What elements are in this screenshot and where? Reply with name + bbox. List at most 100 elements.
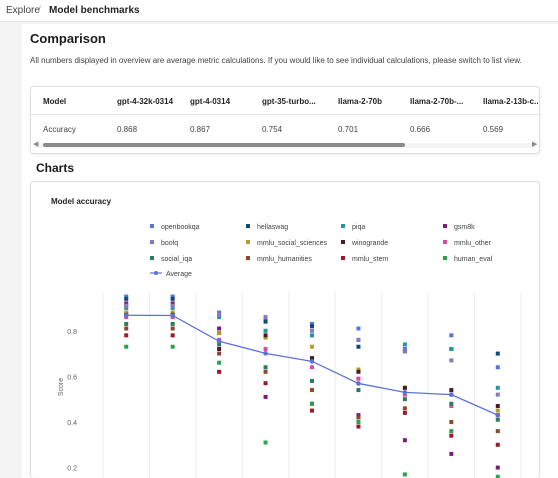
data-point[interactable] <box>170 305 175 310</box>
data-point[interactable] <box>310 365 314 370</box>
data-point[interactable] <box>263 328 268 333</box>
legend-label[interactable]: mmlu_social_sciences <box>257 240 328 247</box>
data-point[interactable] <box>356 369 361 374</box>
data-point[interactable] <box>263 335 268 340</box>
data-point[interactable] <box>217 369 222 374</box>
data-point[interactable] <box>217 326 222 331</box>
data-point[interactable] <box>449 419 454 424</box>
data-point[interactable] <box>402 438 407 443</box>
data-point[interactable] <box>310 378 314 383</box>
data-point[interactable] <box>170 301 175 306</box>
table-header-column[interactable]: llama-2-13b-c... <box>483 97 540 106</box>
data-point[interactable] <box>124 305 129 310</box>
data-point[interactable] <box>449 451 454 456</box>
data-point[interactable] <box>495 408 500 413</box>
data-point[interactable] <box>170 321 175 326</box>
data-point[interactable] <box>124 301 129 306</box>
data-point[interactable] <box>170 344 175 349</box>
data-point[interactable] <box>495 385 500 390</box>
data-point[interactable] <box>356 415 361 420</box>
data-point[interactable] <box>402 385 407 390</box>
data-point[interactable] <box>356 419 361 424</box>
data-point[interactable] <box>449 388 454 393</box>
data-point[interactable] <box>310 356 314 361</box>
data-point[interactable] <box>495 351 500 356</box>
average-point[interactable] <box>216 338 222 344</box>
legend-label[interactable]: social_iqa <box>161 256 192 263</box>
data-point[interactable] <box>402 472 407 477</box>
data-point[interactable] <box>495 474 500 478</box>
data-point[interactable] <box>170 296 175 301</box>
data-point[interactable] <box>217 351 222 356</box>
data-point[interactable] <box>170 294 175 299</box>
data-point[interactable] <box>124 326 129 331</box>
legend-label[interactable]: mmlu_stem <box>352 256 388 263</box>
data-point[interactable] <box>356 388 361 393</box>
data-point[interactable] <box>402 406 407 411</box>
data-point[interactable] <box>495 442 500 447</box>
data-point[interactable] <box>356 424 361 429</box>
data-point[interactable] <box>402 342 407 347</box>
data-point[interactable] <box>310 328 314 333</box>
data-point[interactable] <box>356 326 361 331</box>
data-point[interactable] <box>124 310 129 315</box>
data-point[interactable] <box>217 312 222 317</box>
data-point[interactable] <box>263 333 268 338</box>
legend-label[interactable]: gsm8k <box>454 224 475 231</box>
data-point[interactable] <box>495 417 500 422</box>
legend-label[interactable]: boolq <box>161 240 178 247</box>
data-point[interactable] <box>310 321 314 326</box>
table-header-column[interactable]: llama-2-70b-... <box>410 97 464 106</box>
average-point[interactable] <box>402 390 408 395</box>
data-point[interactable] <box>356 376 361 381</box>
data-point[interactable] <box>310 388 314 393</box>
data-point[interactable] <box>356 413 361 418</box>
table-header-column[interactable]: gpt-4-0314 <box>190 97 231 106</box>
data-point[interactable] <box>124 303 129 308</box>
data-point[interactable] <box>124 333 129 338</box>
legend-label[interactable]: human_eval <box>454 256 493 263</box>
data-point[interactable] <box>170 326 175 331</box>
data-point[interactable] <box>217 331 222 336</box>
data-point[interactable] <box>263 347 268 352</box>
data-point[interactable] <box>263 369 268 374</box>
data-point[interactable] <box>449 404 454 409</box>
data-point[interactable] <box>217 347 222 352</box>
data-point[interactable] <box>449 401 454 406</box>
data-point[interactable] <box>402 347 407 352</box>
data-point[interactable] <box>356 367 361 372</box>
average-point[interactable] <box>495 412 501 418</box>
legend-label[interactable]: openbookqa <box>161 224 200 231</box>
table-header-column[interactable]: gpt-4-32k-0314 <box>117 97 174 106</box>
data-point[interactable] <box>356 344 361 349</box>
data-point[interactable] <box>263 317 268 322</box>
legend-label[interactable]: hellaswag <box>257 224 288 231</box>
legend-label[interactable]: mmlu_other <box>454 240 492 247</box>
data-point[interactable] <box>402 397 407 402</box>
data-point[interactable] <box>263 394 268 399</box>
average-point[interactable] <box>123 312 129 318</box>
legend-label[interactable]: winogrande <box>351 240 388 247</box>
data-point[interactable] <box>495 392 500 397</box>
data-point[interactable] <box>356 337 361 342</box>
data-point[interactable] <box>495 429 500 434</box>
data-point[interactable] <box>310 344 314 349</box>
data-point[interactable] <box>217 342 222 347</box>
average-point[interactable] <box>449 392 454 397</box>
average-point[interactable] <box>309 359 315 364</box>
average-point[interactable] <box>356 381 361 386</box>
caret-left-icon[interactable]: ◀ <box>33 141 39 148</box>
data-point[interactable] <box>449 333 454 338</box>
legend-label[interactable]: piqa <box>352 224 365 231</box>
legend-label[interactable]: Average <box>166 271 192 278</box>
data-point[interactable] <box>495 404 500 409</box>
average-point[interactable] <box>263 351 268 356</box>
data-point[interactable] <box>449 358 454 363</box>
data-point[interactable] <box>217 360 222 365</box>
breadcrumb-explore-link[interactable]: Explore <box>6 5 40 16</box>
data-point[interactable] <box>124 294 129 299</box>
data-point[interactable] <box>124 296 129 301</box>
data-point[interactable] <box>217 310 222 315</box>
data-point[interactable] <box>495 365 500 370</box>
data-point[interactable] <box>310 324 314 329</box>
